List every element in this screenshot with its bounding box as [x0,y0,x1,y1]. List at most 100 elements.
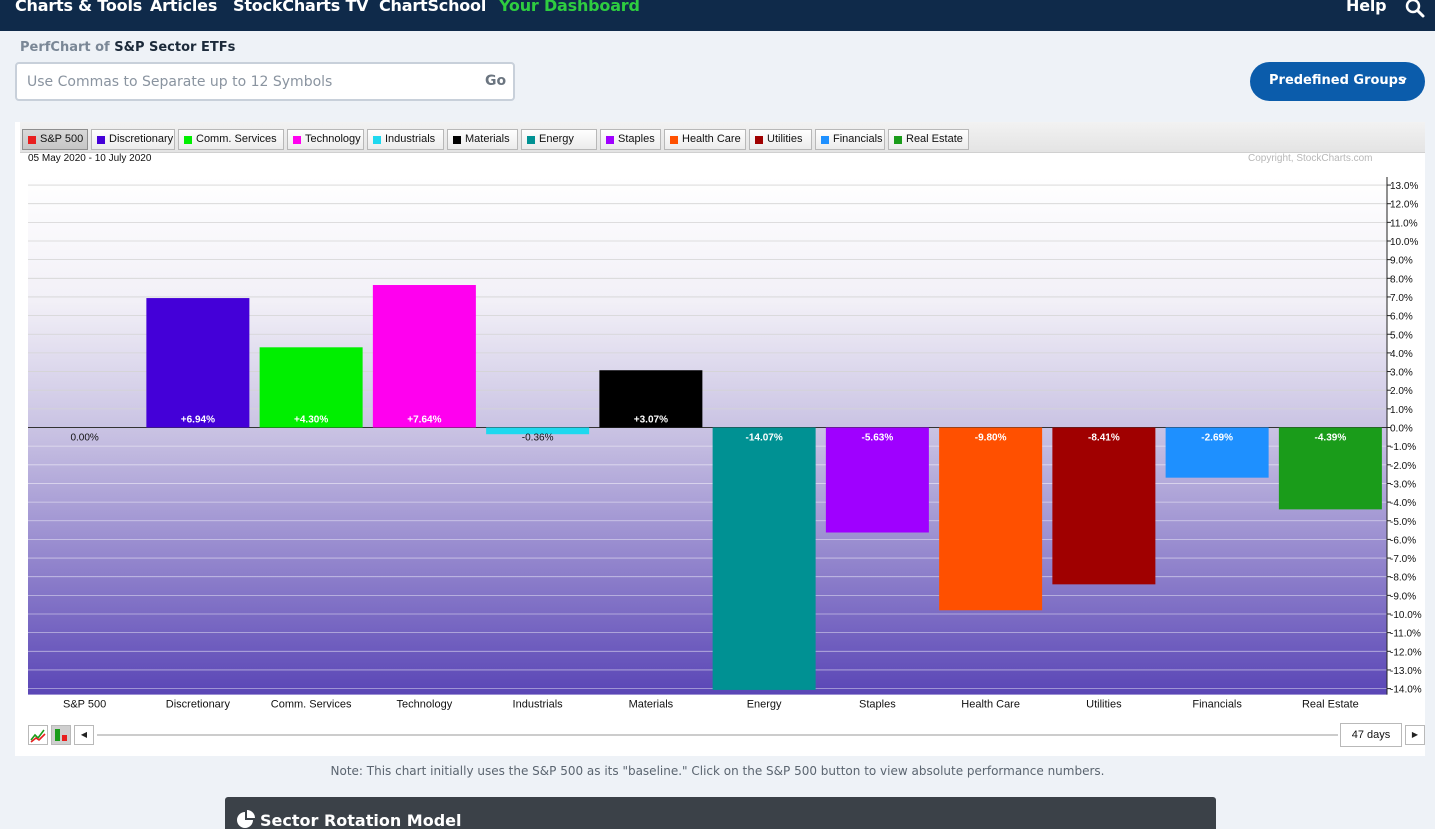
y-tick-label: -5.0% [1390,517,1416,528]
top-nav: Charts & Tools Articles StockCharts TV C… [0,0,1435,31]
bar-health-care[interactable] [939,427,1043,611]
perfchart-panel: 0.00% S&P 500 +6.94% Discretionary +4.30% Com… [15,122,1425,756]
legend-swatch [453,136,461,144]
nav-charts-tools[interactable]: Charts & Tools [15,0,143,15]
legend-swatch [28,136,36,144]
y-tick-label: 11.0% [1390,218,1418,229]
nav-stockcharts-tv[interactable]: StockCharts TV [233,0,369,15]
data-label: -5.63% [862,433,894,444]
nav-help[interactable]: Help [1346,0,1387,15]
legend-financials[interactable]: Financials [815,129,885,150]
bar-discretionary[interactable] [146,298,250,428]
bar-materials[interactable] [599,370,703,428]
y-tick-label: 13.0% [1390,181,1418,192]
legend-label: Health Care [682,133,741,145]
bar-comm-services[interactable] [259,347,363,428]
legend-swatch [184,136,192,144]
bar-industrials[interactable] [486,427,590,435]
legend-technology[interactable]: Technology [287,129,364,150]
nav-articles[interactable]: Articles [150,0,218,15]
legend-label: Real Estate [906,133,963,145]
legend-bar: S&P 500 Discretionary Comm. Services Techno… [20,122,1425,153]
legend-s-p-500[interactable]: S&P 500 [22,129,88,150]
y-tick-label: -1.0% [1390,442,1416,453]
y-tick-label: -9.0% [1390,591,1416,602]
scroll-left-button[interactable]: ◀ [74,725,94,745]
bar-financials[interactable] [1165,427,1269,478]
scroll-right-button[interactable]: ▶ [1405,725,1425,745]
legend-health-care[interactable]: Health Care [664,129,746,150]
x-tick-label: Financials [1192,699,1242,711]
legend-industrials[interactable]: Industrials [367,129,444,150]
legend-real-estate[interactable]: Real Estate [888,129,969,150]
perfchart-title: PerfChart of S&P Sector ETFs [20,40,235,55]
legend-label: Discretionary [109,133,174,145]
data-label: +7.64% [407,415,441,426]
legend-swatch [755,136,763,144]
date-range: 05 May 2020 - 10 July 2020 [28,153,152,164]
legend-staples[interactable]: Staples [600,129,661,150]
data-label: -9.80% [975,433,1007,444]
data-label: -2.69% [1201,433,1233,444]
days-handle[interactable]: 47 days [1340,723,1402,747]
x-tick-label: Energy [747,699,782,711]
legend-label: Technology [305,133,361,145]
bar-staples[interactable] [825,427,929,533]
legend-energy[interactable]: Energy [521,129,597,150]
x-tick-label: Comm. Services [271,699,352,711]
bar-real-estate[interactable] [1278,427,1382,510]
histogram-mode-icon[interactable] [51,725,71,745]
legend-swatch [821,136,829,144]
x-tick-label: Industrials [513,699,564,711]
data-label: +3.07% [634,415,668,426]
bar-technology[interactable] [372,285,476,428]
y-tick-label: 1.0% [1390,405,1413,416]
symbol-input-box: Go [15,62,515,101]
x-tick-label: Technology [397,699,453,711]
y-tick-label: -13.0% [1390,666,1422,677]
y-tick-label: 0.0% [1390,424,1413,435]
legend-label: Comm. Services [196,133,277,145]
data-label: +4.30% [294,415,328,426]
legend-label: Industrials [385,133,436,145]
data-label: -0.36% [522,433,554,444]
y-tick-label: 8.0% [1390,274,1413,285]
bar-utilities[interactable] [1052,427,1156,585]
nav-your-dashboard[interactable]: Your Dashboard [499,0,640,15]
copyright-text: Copyright, StockCharts.com [1248,153,1373,164]
legend-discretionary[interactable]: Discretionary [91,129,175,150]
legend-label: S&P 500 [40,133,84,145]
plot-background [28,177,1387,695]
go-button[interactable]: Go [485,73,507,89]
y-tick-label: 2.0% [1390,386,1413,397]
symbol-input[interactable] [27,72,467,92]
line-chart-mode-icon[interactable] [28,725,48,745]
y-tick-label: -6.0% [1390,535,1416,546]
chevron-down-icon [1399,77,1407,83]
x-tick-label: S&P 500 [63,699,106,711]
perf-bar-chart: 0.00% S&P 500 +6.94% Discretionary +4.30% Com… [28,177,1422,711]
date-slider-track[interactable] [95,722,1340,748]
y-tick-label: -11.0% [1390,629,1421,640]
legend-label: Financials [833,133,883,145]
bar-energy[interactable] [712,427,816,690]
predefined-groups-button[interactable]: Predefined Groups [1250,62,1425,101]
legend-swatch [894,136,902,144]
data-label: 0.00% [70,433,98,444]
x-tick-label: Real Estate [1302,699,1359,711]
x-tick-label: Health Care [961,699,1020,711]
legend-swatch [293,136,301,144]
y-tick-label: 3.0% [1390,368,1413,379]
y-tick-label: -3.0% [1390,479,1416,490]
y-tick-label: -14.0% [1390,685,1422,696]
y-tick-label: 4.0% [1390,349,1413,360]
legend-comm-services[interactable]: Comm. Services [178,129,284,150]
search-icon[interactable] [1404,0,1426,19]
legend-swatch [373,136,381,144]
legend-materials[interactable]: Materials [447,129,518,150]
legend-utilities[interactable]: Utilities [749,129,812,150]
legend-swatch [606,136,614,144]
perfchart-name: S&P Sector ETFs [114,40,236,55]
y-tick-label: -2.0% [1390,461,1416,472]
nav-chartschool[interactable]: ChartSchool [379,0,487,15]
